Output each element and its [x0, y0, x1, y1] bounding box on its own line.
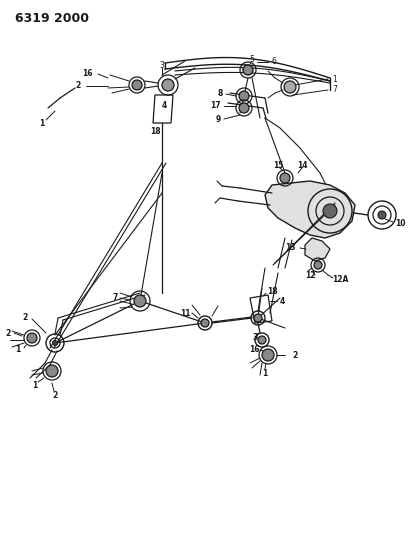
Text: 16: 16 — [249, 345, 259, 354]
Circle shape — [378, 211, 386, 219]
Text: 12: 12 — [305, 271, 315, 279]
Text: 2: 2 — [293, 351, 297, 359]
Text: 1: 1 — [262, 368, 268, 377]
Circle shape — [314, 261, 322, 269]
Text: 9: 9 — [215, 116, 221, 125]
Text: 14: 14 — [297, 160, 307, 169]
Text: 1: 1 — [32, 381, 38, 390]
Polygon shape — [265, 181, 355, 238]
Text: 3: 3 — [253, 333, 257, 342]
Circle shape — [284, 81, 296, 93]
Circle shape — [53, 341, 58, 345]
Circle shape — [243, 65, 253, 75]
Circle shape — [280, 173, 290, 183]
Circle shape — [201, 319, 209, 327]
Text: 6: 6 — [272, 58, 277, 67]
Text: 2: 2 — [22, 313, 28, 322]
Text: 5: 5 — [250, 55, 255, 64]
Text: 4: 4 — [279, 296, 285, 305]
Circle shape — [46, 365, 58, 377]
Circle shape — [132, 80, 142, 90]
Text: 12A: 12A — [332, 274, 348, 284]
Text: 4: 4 — [162, 101, 166, 110]
Text: 10: 10 — [395, 219, 405, 228]
Text: 3: 3 — [160, 61, 164, 69]
Text: 6319 2000: 6319 2000 — [15, 12, 89, 25]
Circle shape — [239, 91, 249, 101]
Circle shape — [27, 333, 37, 343]
Text: 11: 11 — [180, 309, 190, 318]
Text: 18: 18 — [150, 126, 160, 135]
Circle shape — [262, 349, 274, 361]
Text: 7: 7 — [333, 85, 337, 94]
Text: 2: 2 — [75, 82, 81, 91]
Circle shape — [239, 103, 249, 113]
Circle shape — [162, 79, 174, 91]
Text: 2: 2 — [52, 391, 58, 400]
Circle shape — [254, 314, 262, 322]
Text: 2: 2 — [5, 328, 11, 337]
Circle shape — [323, 204, 337, 218]
Polygon shape — [153, 95, 173, 123]
Text: 17: 17 — [210, 101, 220, 110]
Text: 7: 7 — [112, 294, 118, 303]
Circle shape — [258, 336, 266, 344]
Text: 16: 16 — [82, 69, 92, 77]
Text: 8: 8 — [217, 88, 223, 98]
Text: 1: 1 — [40, 118, 44, 127]
Text: 1: 1 — [333, 75, 337, 84]
Polygon shape — [250, 295, 272, 323]
Text: 1: 1 — [16, 345, 21, 354]
Text: 18: 18 — [267, 287, 277, 295]
Polygon shape — [305, 238, 330, 261]
Text: 15: 15 — [273, 160, 283, 169]
Text: 13: 13 — [285, 244, 295, 253]
Circle shape — [134, 295, 146, 307]
